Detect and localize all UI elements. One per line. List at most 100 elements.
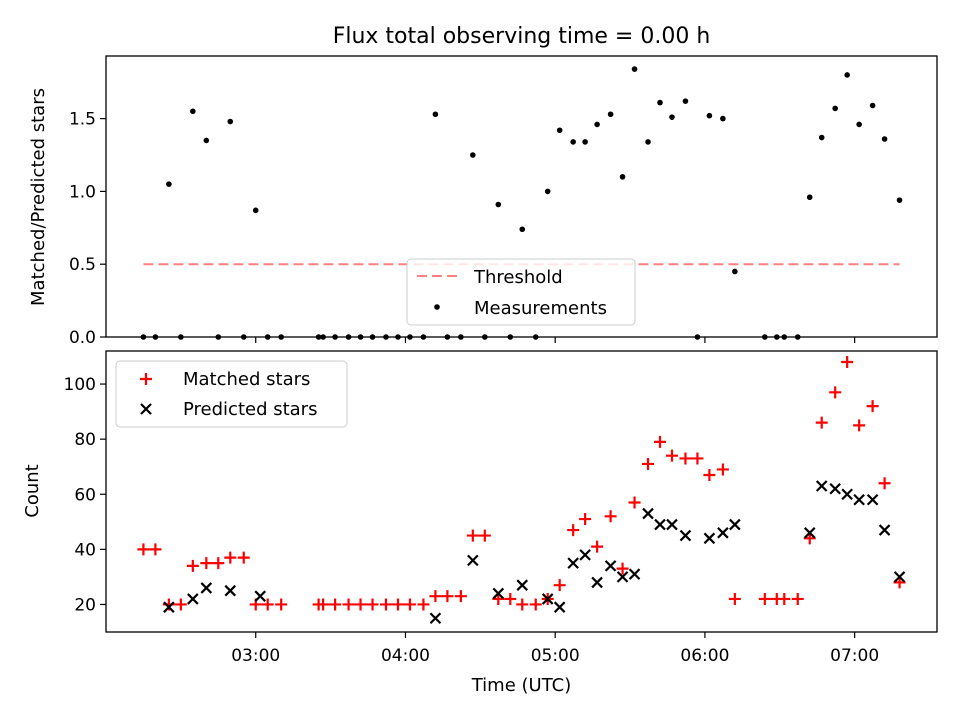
matched-stars-legend-label: Matched stars xyxy=(183,369,310,390)
predicted-stars-point xyxy=(703,532,716,545)
matched-stars-point xyxy=(679,452,692,465)
predicted-stars-point xyxy=(803,527,816,539)
matched-stars-point xyxy=(758,592,771,605)
measurement-point xyxy=(432,111,439,118)
matched-stars-point xyxy=(567,524,580,537)
measurement-point xyxy=(806,194,813,201)
matched-stars-point xyxy=(454,590,467,603)
measurement-point xyxy=(645,139,651,145)
predicted-stars-point xyxy=(729,518,741,531)
predicted-stars-point xyxy=(492,587,505,600)
matched-stars-point xyxy=(261,598,274,611)
measurement-point xyxy=(519,226,526,233)
matched-stars-point xyxy=(391,598,404,611)
matched-stars-point xyxy=(354,598,367,611)
predicted-stars-legend-swatch xyxy=(140,403,152,415)
bottom-y-tick-label: 80 xyxy=(74,430,96,450)
top-chart-title: Flux total observing time = 0.00 h xyxy=(333,24,711,49)
matched-stars-point xyxy=(417,598,430,611)
top-legend-box xyxy=(406,258,636,326)
matched-stars-point xyxy=(429,590,442,603)
matched-stars-point xyxy=(791,592,804,605)
matched-stars-point xyxy=(149,543,162,556)
matched-stars-point xyxy=(665,449,678,462)
measurement-point xyxy=(619,174,626,180)
measurement-point xyxy=(631,66,638,72)
bottom-x-axis-label: Time (UTC) xyxy=(471,675,572,696)
measurement-point xyxy=(607,111,614,118)
bottom-legend: Matched stars Predicted stars xyxy=(115,360,348,428)
matched-stars-point xyxy=(237,551,250,564)
matched-stars-point xyxy=(716,463,729,476)
predicted-stars-point xyxy=(878,524,891,536)
predicted-stars-point xyxy=(579,549,591,561)
matched-stars-point xyxy=(478,529,491,542)
measurement-point xyxy=(818,134,825,141)
measurement-point xyxy=(869,102,876,109)
matched-stars-point xyxy=(317,598,330,611)
measurement-point xyxy=(190,108,196,115)
top-axes-frame xyxy=(105,55,938,338)
predicted-stars-point xyxy=(567,557,579,569)
predicted-stars-point xyxy=(893,571,906,583)
matched-stars-point xyxy=(728,592,741,605)
measurement-point xyxy=(252,207,259,214)
measurement-point xyxy=(881,136,888,142)
matched-stars-point xyxy=(703,468,716,481)
predicted-stars-point xyxy=(516,579,529,591)
matched-stars-point xyxy=(829,386,842,399)
bottom-y-tick-label: 40 xyxy=(74,540,96,560)
predicted-stars-point xyxy=(467,554,479,567)
predicted-stars-legend-label: Predicted stars xyxy=(183,399,317,420)
matched-stars-point xyxy=(579,513,592,526)
bottom-y-tick-label: 60 xyxy=(74,485,96,505)
measurement-point xyxy=(544,188,551,195)
bottom-axes-frame xyxy=(105,350,938,633)
measurement-point xyxy=(832,105,838,112)
matched-stars-legend-swatch xyxy=(140,373,152,385)
matched-stars-point xyxy=(516,598,529,611)
matched-stars-point xyxy=(529,598,542,611)
matched-stars-point xyxy=(342,598,355,611)
matched-stars-point xyxy=(591,540,604,553)
threshold-legend-label: Threshold xyxy=(473,267,563,288)
bottom-axis-ticks: 20 40 60 80 100 03:00 04:00 05:00 06:00 07:00 xyxy=(64,375,880,666)
bottom-x-tick-label: 03:00 xyxy=(231,646,280,666)
measurement-point xyxy=(896,197,903,203)
predicted-stars-point xyxy=(666,518,678,531)
measurement-point xyxy=(470,152,476,158)
matched-stars-point xyxy=(654,435,666,448)
measurement-point xyxy=(669,114,675,120)
predicted-stars-point xyxy=(717,527,729,539)
bottom-x-tick-label: 07:00 xyxy=(830,646,879,666)
matched-stars-point xyxy=(504,592,517,605)
predicted-stars-point xyxy=(163,601,175,613)
top-y-tick-label: 0.5 xyxy=(69,255,96,275)
measurement-point xyxy=(582,139,588,145)
measurement-point xyxy=(706,112,713,119)
predicted-stars-point xyxy=(254,590,266,602)
matched-stars-point xyxy=(379,598,392,611)
matched-stars-point xyxy=(329,598,342,611)
predicted-stars-point xyxy=(200,582,213,594)
matched-stars-point xyxy=(691,452,704,465)
bottom-data-marks xyxy=(137,356,906,625)
matched-stars-point xyxy=(628,496,641,509)
top-y-tick-label: 0.0 xyxy=(69,328,96,348)
predicted-stars-point xyxy=(628,568,641,580)
matched-stars-point xyxy=(841,356,854,369)
matched-stars-point xyxy=(137,543,150,556)
top-y-axis-label: Matched/Predicted stars xyxy=(28,88,49,306)
matched-stars-point xyxy=(616,562,629,575)
top-y-tick-label: 1.0 xyxy=(69,182,96,202)
matched-stars-point xyxy=(224,551,237,564)
matched-stars-point xyxy=(403,598,416,611)
predicted-stars-point xyxy=(541,593,554,605)
matched-stars-point xyxy=(186,559,199,572)
measurement-point xyxy=(682,98,689,104)
matched-stars-point xyxy=(778,592,791,605)
matched-stars-point xyxy=(866,400,879,413)
predicted-stars-point xyxy=(187,593,199,605)
